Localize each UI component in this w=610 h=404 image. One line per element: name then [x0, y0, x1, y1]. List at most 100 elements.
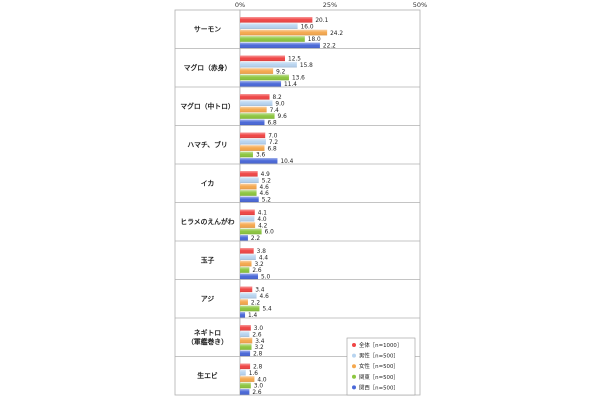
- data-label: 10.4: [280, 159, 293, 165]
- data-label: 20.1: [315, 18, 328, 24]
- bar-shading: [240, 196, 259, 203]
- category-label: イカ: [201, 179, 215, 187]
- legend-marker: [352, 385, 356, 390]
- bar-shading: [240, 235, 248, 241]
- category-label: ハマチ、ブリ: [187, 140, 227, 149]
- bar-shading: [240, 190, 257, 196]
- x-tick-label: 0%: [235, 1, 245, 9]
- bar-shading: [240, 17, 313, 23]
- data-label: 4.4: [259, 255, 269, 261]
- bar-shading: [240, 158, 278, 164]
- data-label: 3.4: [255, 339, 265, 345]
- data-label: 3.0: [254, 326, 264, 332]
- bar-shading: [240, 376, 255, 382]
- legend-entry: 関東［n=500］: [359, 373, 399, 381]
- legend: 全体［n=1000］ 男性［n=500］ 女性［n=500］ 関東［n=500］ 関西［…: [346, 337, 416, 396]
- bar-shading: [240, 222, 256, 228]
- data-label: 16.0: [301, 24, 314, 30]
- bar-shading: [240, 106, 267, 113]
- bar-shading: [240, 100, 273, 106]
- data-label: 3.2: [255, 345, 265, 351]
- legend-entry: 全体［n=1000］: [359, 341, 402, 349]
- category-label: 玉子: [201, 256, 215, 264]
- data-label: 4.9: [261, 172, 271, 178]
- data-label: 4.0: [257, 377, 267, 383]
- category-label: サーモン: [194, 25, 221, 33]
- bar-shading: [240, 331, 250, 337]
- data-label: 4.1: [258, 211, 268, 217]
- bar-shading: [240, 183, 257, 190]
- data-label: 2.8: [253, 352, 263, 358]
- bar-shading: [240, 267, 250, 273]
- data-label: 15.8: [300, 63, 313, 69]
- bar-shading: [240, 177, 259, 183]
- data-label: 11.4: [284, 82, 297, 88]
- data-label: 7.4: [270, 108, 280, 114]
- data-label: 24.2: [330, 31, 343, 37]
- data-label: 3.0: [254, 384, 264, 390]
- legend-entry: 男性［n=500］: [359, 352, 399, 360]
- bar-shading: [240, 299, 248, 305]
- bar-shading: [240, 74, 289, 81]
- legend-marker: [352, 353, 356, 358]
- data-label: 3.6: [256, 153, 266, 159]
- data-label: 1.4: [248, 313, 258, 319]
- bar-shading: [240, 29, 328, 36]
- data-label: 2.6: [252, 268, 262, 274]
- data-label: 4.6: [260, 294, 270, 300]
- data-label: 5.2: [262, 198, 272, 204]
- bar-shading: [240, 61, 297, 68]
- bar-shading: [240, 171, 258, 177]
- legend-marker: [352, 374, 356, 379]
- bar-shading: [240, 81, 282, 87]
- data-label: 13.6: [292, 76, 305, 82]
- category-label: マグロ（中トロ）: [180, 101, 234, 110]
- category-label: ヒラメのえんがわ: [180, 217, 234, 226]
- data-label: 5.4: [262, 307, 272, 313]
- bar-shading: [240, 312, 246, 318]
- bar-shading: [240, 145, 265, 151]
- data-label: 5.2: [262, 178, 272, 184]
- bar-shading: [240, 55, 285, 62]
- data-label: 12.5: [288, 57, 301, 63]
- data-label: 9.0: [275, 101, 285, 107]
- bar-shading: [240, 325, 251, 331]
- bar-shading: [240, 228, 262, 235]
- legend-entry: 関西［n=500］: [359, 384, 399, 391]
- bar-shading: [240, 305, 260, 312]
- category-label: アジ: [201, 295, 215, 303]
- data-label: 4.0: [257, 217, 267, 223]
- data-label: 5.0: [261, 275, 271, 281]
- bar-shading: [240, 344, 252, 350]
- category-label: マグロ（赤身）: [184, 63, 232, 72]
- data-label: 1.6: [249, 371, 259, 377]
- data-label: 6.8: [267, 121, 277, 127]
- data-label: 3.2: [255, 262, 265, 268]
- category-label: 生エビ: [197, 371, 218, 380]
- legend-marker: [352, 343, 356, 347]
- data-label: 9.6: [278, 114, 288, 120]
- bar-shading: [240, 292, 257, 299]
- data-label: 2.6: [252, 390, 262, 396]
- legend-marker: [352, 364, 356, 369]
- bar-shading: [240, 350, 251, 357]
- data-label: 9.2: [276, 69, 286, 75]
- bar-shading: [240, 209, 255, 216]
- data-label: 2.8: [253, 365, 263, 371]
- bar-shading: [240, 23, 298, 29]
- data-label: 3.8: [257, 249, 267, 255]
- bar-shading: [240, 215, 255, 222]
- data-label: 3.4: [255, 288, 265, 294]
- bar-shading: [240, 113, 275, 119]
- data-label: 8.2: [273, 95, 283, 101]
- data-label: 4.2: [258, 223, 268, 229]
- bar-shading: [240, 260, 252, 267]
- bar-shading: [240, 273, 258, 280]
- data-label: 22.2: [323, 44, 336, 50]
- data-label: 7.0: [268, 134, 278, 140]
- bar-shading: [240, 68, 274, 74]
- bar-shading: [240, 248, 254, 254]
